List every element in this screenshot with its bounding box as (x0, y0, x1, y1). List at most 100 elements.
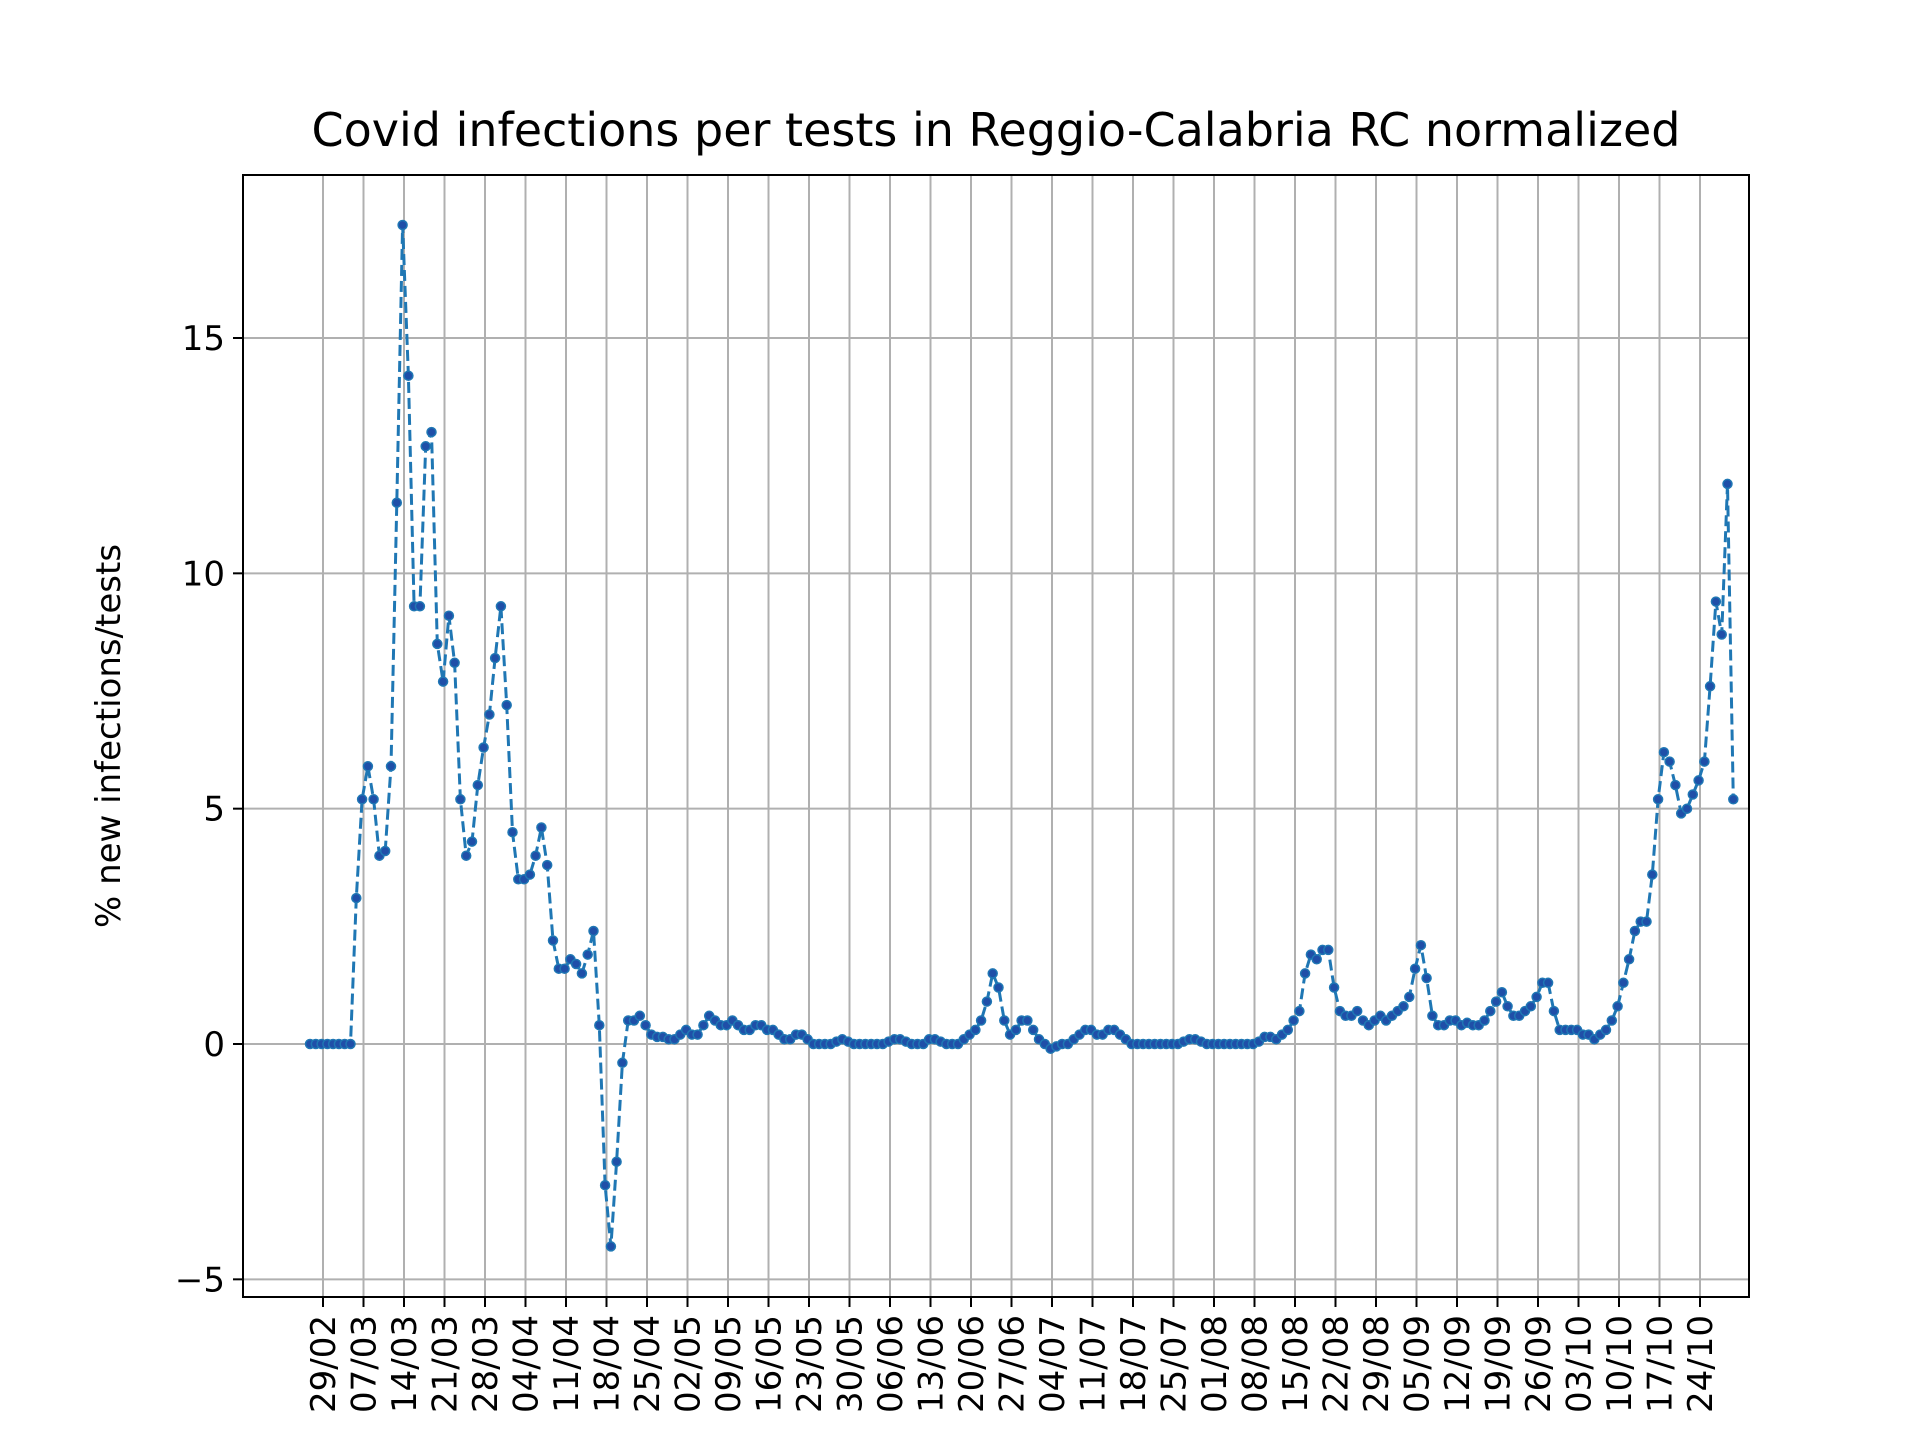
data-point (1415, 939, 1427, 951)
x-tick-label: 09/05 (709, 1315, 749, 1413)
data-point (1664, 756, 1675, 767)
data-point (1311, 954, 1322, 965)
x-tick-label: 08/08 (1236, 1315, 1276, 1413)
data-point (1687, 789, 1699, 800)
x-tick-label: 06/06 (871, 1315, 911, 1413)
x-tick-label: 02/05 (669, 1315, 709, 1413)
data-point (605, 1241, 617, 1252)
x-tick-label: 30/05 (831, 1315, 871, 1413)
x-tick-label: 28/03 (466, 1315, 506, 1413)
data-point (1704, 681, 1716, 692)
x-tick-label: 19/09 (1479, 1315, 1519, 1413)
grid-lines (243, 175, 1749, 1297)
x-tick-label: 18/07 (1114, 1315, 1154, 1413)
y-tick-label: 10 (182, 554, 225, 594)
data-point (1716, 629, 1727, 640)
data-point (397, 219, 408, 231)
data-point (1623, 954, 1635, 965)
data-point (449, 657, 460, 669)
data-point (640, 1019, 651, 1031)
data-point (1328, 982, 1340, 993)
x-tick-label: 18/04 (588, 1315, 628, 1413)
data-point (1681, 803, 1693, 814)
data-point (1699, 756, 1710, 767)
data-point (617, 1057, 628, 1069)
data-point (1618, 977, 1629, 989)
data-point (594, 1019, 605, 1031)
data-point (484, 709, 495, 720)
data-point (1282, 1024, 1294, 1036)
data-point (351, 892, 362, 904)
data-point (559, 963, 570, 974)
data-point (530, 850, 541, 861)
plot-frame (242, 174, 1750, 1298)
x-tick-label: 14/03 (385, 1315, 425, 1413)
data-point (1288, 1015, 1299, 1026)
data-point (466, 836, 478, 847)
data-point (1427, 1010, 1438, 1022)
data-point (356, 794, 368, 805)
data-point (1548, 1005, 1560, 1017)
data-point (414, 601, 426, 612)
y-tick-label: −5 (175, 1260, 225, 1300)
x-tick-label: 21/03 (426, 1315, 466, 1413)
data-point (1670, 779, 1681, 791)
x-tick-label: 01/08 (1195, 1315, 1235, 1413)
data-point (460, 850, 472, 861)
data-point (1693, 775, 1704, 786)
data-point (1502, 1001, 1513, 1012)
x-tick-label: 20/06 (952, 1315, 992, 1413)
data-point (345, 1038, 356, 1050)
x-tick-label: 26/09 (1519, 1315, 1559, 1413)
data-point (1542, 977, 1554, 989)
data-point (1710, 596, 1722, 607)
data-point (1647, 869, 1658, 880)
data-point (426, 426, 437, 438)
data-point (1404, 991, 1415, 1003)
x-tick-label: 04/04 (507, 1315, 547, 1413)
data-point (588, 925, 599, 937)
data-point (1525, 1001, 1537, 1012)
x-tick-label: 05/09 (1398, 1315, 1438, 1413)
data-point (582, 949, 593, 960)
data-point (981, 996, 993, 1007)
data-point (1323, 944, 1334, 956)
data-point (541, 859, 553, 871)
data-point (489, 652, 501, 664)
x-tick-label: 03/10 (1560, 1315, 1600, 1413)
data-point (576, 968, 588, 979)
series-layer (304, 219, 1739, 1252)
y-axis-label: % new infections/tests (89, 544, 129, 928)
data-point (1531, 991, 1542, 1003)
x-tick-label: 11/04 (547, 1315, 587, 1413)
x-axis: 29/02 07/03 14/03 21/03 28/03 04/04 11/04 18/04… (304, 1297, 1721, 1413)
x-tick-label: 23/05 (790, 1315, 830, 1413)
data-point (1606, 1015, 1618, 1026)
data-point (1722, 478, 1733, 490)
data-point (1728, 794, 1739, 805)
data-point (547, 935, 559, 946)
x-tick-label: 27/06 (993, 1315, 1033, 1413)
data-point (1010, 1024, 1022, 1036)
data-point (970, 1024, 981, 1036)
data-point (698, 1019, 709, 1031)
x-tick-label: 22/08 (1317, 1315, 1357, 1413)
data-point (1490, 996, 1502, 1007)
x-tick-label: 10/10 (1600, 1315, 1640, 1413)
x-tick-label: 25/04 (628, 1315, 668, 1413)
data-point (472, 779, 484, 791)
x-tick-label: 15/08 (1276, 1315, 1316, 1413)
data-point (1022, 1015, 1033, 1026)
data-point (1027, 1024, 1039, 1036)
y-axis: −5 0 5 10 15 (175, 319, 243, 1300)
x-tick-label: 16/05 (750, 1315, 790, 1413)
data-point (993, 982, 1004, 993)
x-tick-label: 24/10 (1681, 1315, 1721, 1413)
x-tick-label: 07/03 (345, 1315, 385, 1413)
data-point (987, 968, 998, 979)
data-point (999, 1015, 1010, 1026)
data-point (385, 761, 397, 772)
data-point (599, 1179, 611, 1191)
data-point (536, 822, 547, 833)
